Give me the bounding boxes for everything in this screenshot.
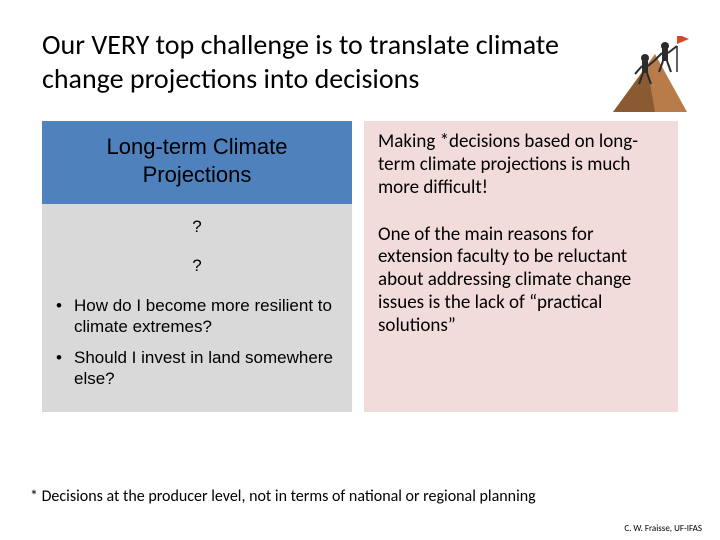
question-item: ? xyxy=(52,255,342,276)
content-row: Long-term Climate Projections ? ? • How … xyxy=(42,121,678,412)
question-list: ? ? • How do I become more resilient to … xyxy=(42,204,352,412)
bullet-icon: • xyxy=(52,347,74,390)
question-text: How do I become more resilient to climat… xyxy=(74,295,342,338)
right-paragraph: One of the main reasons for extension fa… xyxy=(378,224,664,338)
climbers-illustration xyxy=(607,36,692,116)
left-header: Long-term Climate Projections xyxy=(42,121,352,204)
right-paragraph: Making *decisions based on long-term cli… xyxy=(378,131,664,199)
slide: Our VERY top challenge is to translate c… xyxy=(0,0,720,540)
question-item: • Should I invest in land somewhere else… xyxy=(52,347,342,390)
question-text: ? xyxy=(52,255,342,276)
bullet-icon: • xyxy=(52,295,74,338)
footnote: * Decisions at the producer level, not i… xyxy=(30,487,536,506)
slide-title: Our VERY top challenge is to translate c… xyxy=(42,28,602,95)
question-item: • How do I become more resilient to clim… xyxy=(52,295,342,338)
question-text: Should I invest in land somewhere else? xyxy=(74,347,342,390)
question-item: ? xyxy=(52,216,342,237)
left-column: Long-term Climate Projections ? ? • How … xyxy=(42,121,352,412)
question-text: ? xyxy=(52,216,342,237)
credit-line: C. W. Fraisse, UF-IFAS xyxy=(624,523,702,534)
right-column: Making *decisions based on long-term cli… xyxy=(364,121,678,412)
